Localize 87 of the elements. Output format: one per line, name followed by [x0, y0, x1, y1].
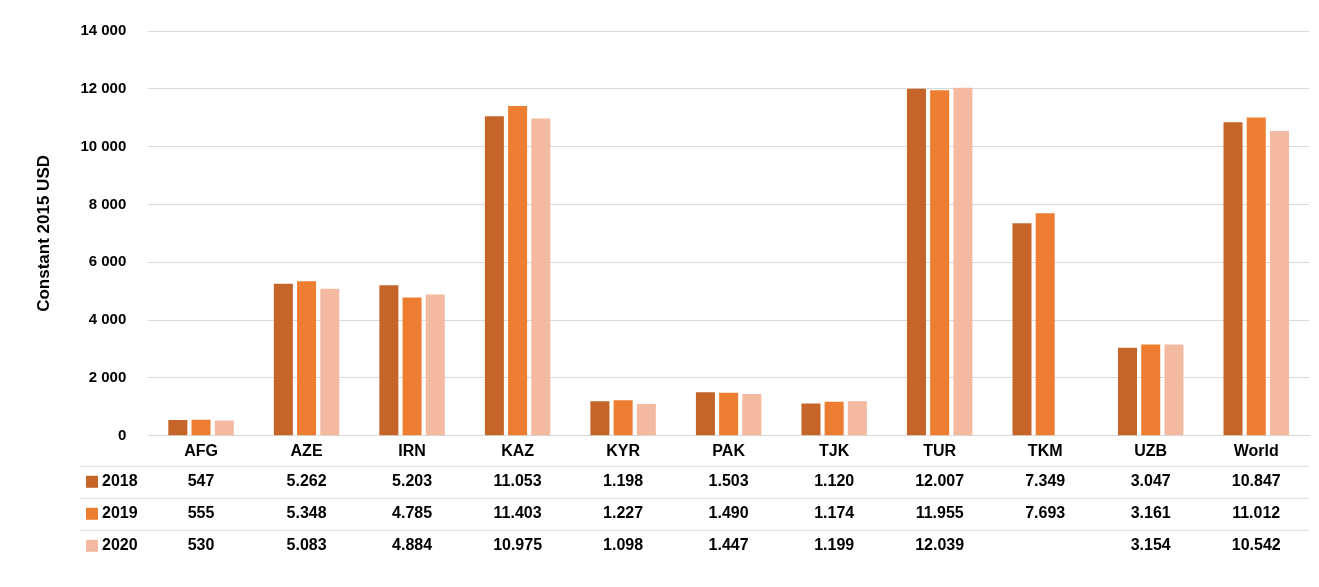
bar	[531, 118, 551, 436]
data-label: 10.847	[1231, 472, 1281, 490]
data-label: 4.785	[392, 504, 433, 522]
data-label: 3.161	[1130, 504, 1171, 522]
data-label: 3.047	[1130, 472, 1171, 490]
x-tick-label: PAK	[712, 441, 746, 459]
bar	[320, 288, 340, 436]
bar	[906, 88, 926, 436]
y-tick-label: 14 000	[80, 21, 127, 39]
bar	[1117, 347, 1138, 436]
bar	[297, 281, 317, 436]
data-label: 5.262	[286, 472, 327, 490]
data-label: 10.542	[1231, 536, 1281, 554]
data-label: 555	[187, 504, 215, 522]
data-label: 11.403	[493, 504, 542, 522]
x-tick-label: TKM	[1027, 441, 1063, 459]
bar	[1012, 223, 1032, 436]
x-tick-label: IRN	[398, 441, 426, 459]
data-label: 5.083	[286, 536, 327, 554]
y-tick-label: 0	[117, 425, 127, 443]
x-tick-label: AFG	[184, 441, 218, 459]
data-label: 7.693	[1025, 504, 1066, 522]
bar	[847, 401, 867, 436]
legend-label: 2018	[102, 472, 138, 490]
bar	[1035, 213, 1055, 436]
data-label: 1.198	[603, 472, 644, 490]
bar	[168, 419, 188, 436]
bar	[1269, 130, 1289, 436]
data-label: 11.012	[1232, 504, 1281, 522]
y-tick-label: 12 000	[80, 78, 127, 96]
bar	[273, 283, 293, 436]
x-tick-label: KYR	[606, 441, 641, 459]
bar	[719, 392, 739, 436]
legend-label: 2020	[102, 536, 138, 554]
data-label: 1.120	[814, 472, 855, 490]
data-label: 1.098	[603, 536, 644, 554]
data-label: 10.975	[493, 536, 543, 554]
data-label: 12.039	[915, 536, 965, 554]
data-label: 547	[187, 472, 215, 490]
data-label: 7.349	[1025, 472, 1066, 490]
y-tick-label: 8 000	[88, 194, 127, 212]
data-label: 1.174	[814, 504, 855, 522]
y-tick-label: 2 000	[88, 368, 127, 386]
data-label: 5.348	[286, 504, 327, 522]
data-label: 5.203	[392, 472, 433, 490]
bar	[425, 294, 445, 436]
x-tick-label: AZE	[290, 441, 323, 459]
data-label: 11.053	[493, 472, 542, 490]
data-label: 4.884	[392, 536, 433, 554]
x-tick-label: TUR	[923, 441, 957, 459]
x-tick-label: TJK	[819, 441, 850, 459]
data-label: 1.490	[708, 504, 749, 522]
x-tick-label: UZB	[1134, 441, 1168, 459]
bar	[214, 420, 234, 436]
x-tick-label: KAZ	[501, 441, 535, 459]
bar	[1223, 122, 1243, 436]
bar	[402, 297, 422, 436]
legend-label: 2019	[102, 504, 138, 522]
bar	[508, 106, 528, 436]
bar	[953, 87, 973, 436]
y-tick-label: 6 000	[88, 252, 127, 270]
bar	[1246, 117, 1266, 436]
bar	[1141, 344, 1161, 436]
bar	[613, 400, 633, 436]
data-label: 1.503	[708, 472, 749, 490]
bar	[1164, 344, 1184, 436]
data-label: 3.154	[1130, 536, 1171, 554]
bar	[636, 404, 656, 436]
x-tick-label: World	[1233, 441, 1279, 459]
bar	[742, 393, 762, 436]
y-tick-label: 10 000	[80, 136, 127, 154]
bar	[191, 419, 211, 436]
y-axis-title: Constant 2015 USD	[33, 154, 53, 312]
bar	[695, 392, 715, 436]
bar	[930, 90, 950, 436]
data-label: 12.007	[915, 472, 965, 490]
data-label: 1.199	[814, 536, 855, 554]
bar	[824, 401, 844, 436]
data-label: 11.955	[915, 504, 964, 522]
data-label: 1.447	[708, 536, 749, 554]
y-tick-label: 4 000	[88, 310, 127, 328]
data-label: 530	[187, 536, 215, 554]
bar	[379, 285, 399, 436]
bar	[484, 116, 504, 436]
data-label: 1.227	[603, 504, 644, 522]
bar	[801, 403, 821, 436]
bar	[590, 401, 610, 436]
